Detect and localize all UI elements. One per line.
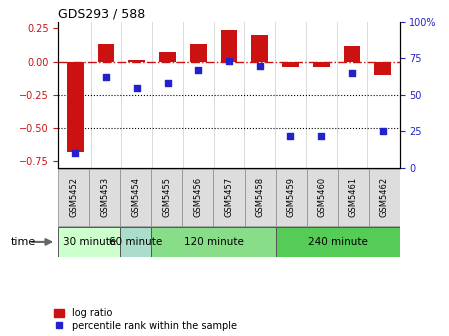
Bar: [159, 52, 176, 62]
Bar: [251, 35, 268, 62]
Bar: [58, 169, 89, 226]
Bar: [282, 62, 299, 67]
Text: GSM5452: GSM5452: [70, 177, 79, 217]
Bar: [89, 169, 120, 226]
Text: GSM5453: GSM5453: [101, 177, 110, 217]
Bar: [120, 169, 151, 226]
Point: [164, 81, 171, 86]
Bar: [182, 169, 213, 226]
Bar: [313, 62, 330, 67]
Text: GSM5460: GSM5460: [317, 177, 326, 217]
Bar: [245, 169, 276, 226]
Text: GDS293 / 588: GDS293 / 588: [58, 8, 145, 21]
Bar: [151, 227, 276, 257]
Point: [256, 63, 263, 69]
Bar: [307, 169, 338, 226]
Point: [133, 85, 141, 90]
Point: [348, 70, 356, 76]
Bar: [190, 44, 207, 62]
Bar: [369, 169, 400, 226]
Text: GSM5456: GSM5456: [194, 177, 202, 217]
Bar: [213, 169, 245, 226]
Text: GSM5457: GSM5457: [224, 177, 233, 217]
Point: [287, 133, 294, 138]
Text: 240 minute: 240 minute: [308, 237, 367, 247]
Point: [379, 129, 386, 134]
Bar: [97, 44, 114, 62]
Bar: [120, 227, 151, 257]
Text: GSM5455: GSM5455: [163, 177, 172, 217]
Bar: [128, 60, 145, 62]
Text: time: time: [11, 237, 36, 247]
Bar: [343, 46, 361, 62]
Bar: [374, 62, 391, 75]
Legend: log ratio, percentile rank within the sample: log ratio, percentile rank within the sa…: [54, 308, 237, 331]
Bar: [151, 169, 182, 226]
Bar: [338, 169, 369, 226]
Point: [225, 58, 233, 64]
Bar: [67, 62, 84, 152]
Text: GSM5454: GSM5454: [132, 177, 141, 217]
Point: [72, 151, 79, 156]
Bar: [276, 169, 307, 226]
Point: [102, 75, 110, 80]
Text: GSM5459: GSM5459: [286, 177, 295, 217]
Point: [195, 68, 202, 73]
Bar: [276, 227, 400, 257]
Text: GSM5462: GSM5462: [379, 177, 388, 217]
Text: 60 minute: 60 minute: [109, 237, 163, 247]
Text: 30 minute: 30 minute: [63, 237, 116, 247]
Bar: [220, 30, 238, 62]
Bar: [58, 227, 120, 257]
Text: GSM5461: GSM5461: [348, 177, 357, 217]
Point: [317, 133, 325, 138]
Text: GSM5458: GSM5458: [255, 177, 264, 217]
Text: 120 minute: 120 minute: [184, 237, 243, 247]
